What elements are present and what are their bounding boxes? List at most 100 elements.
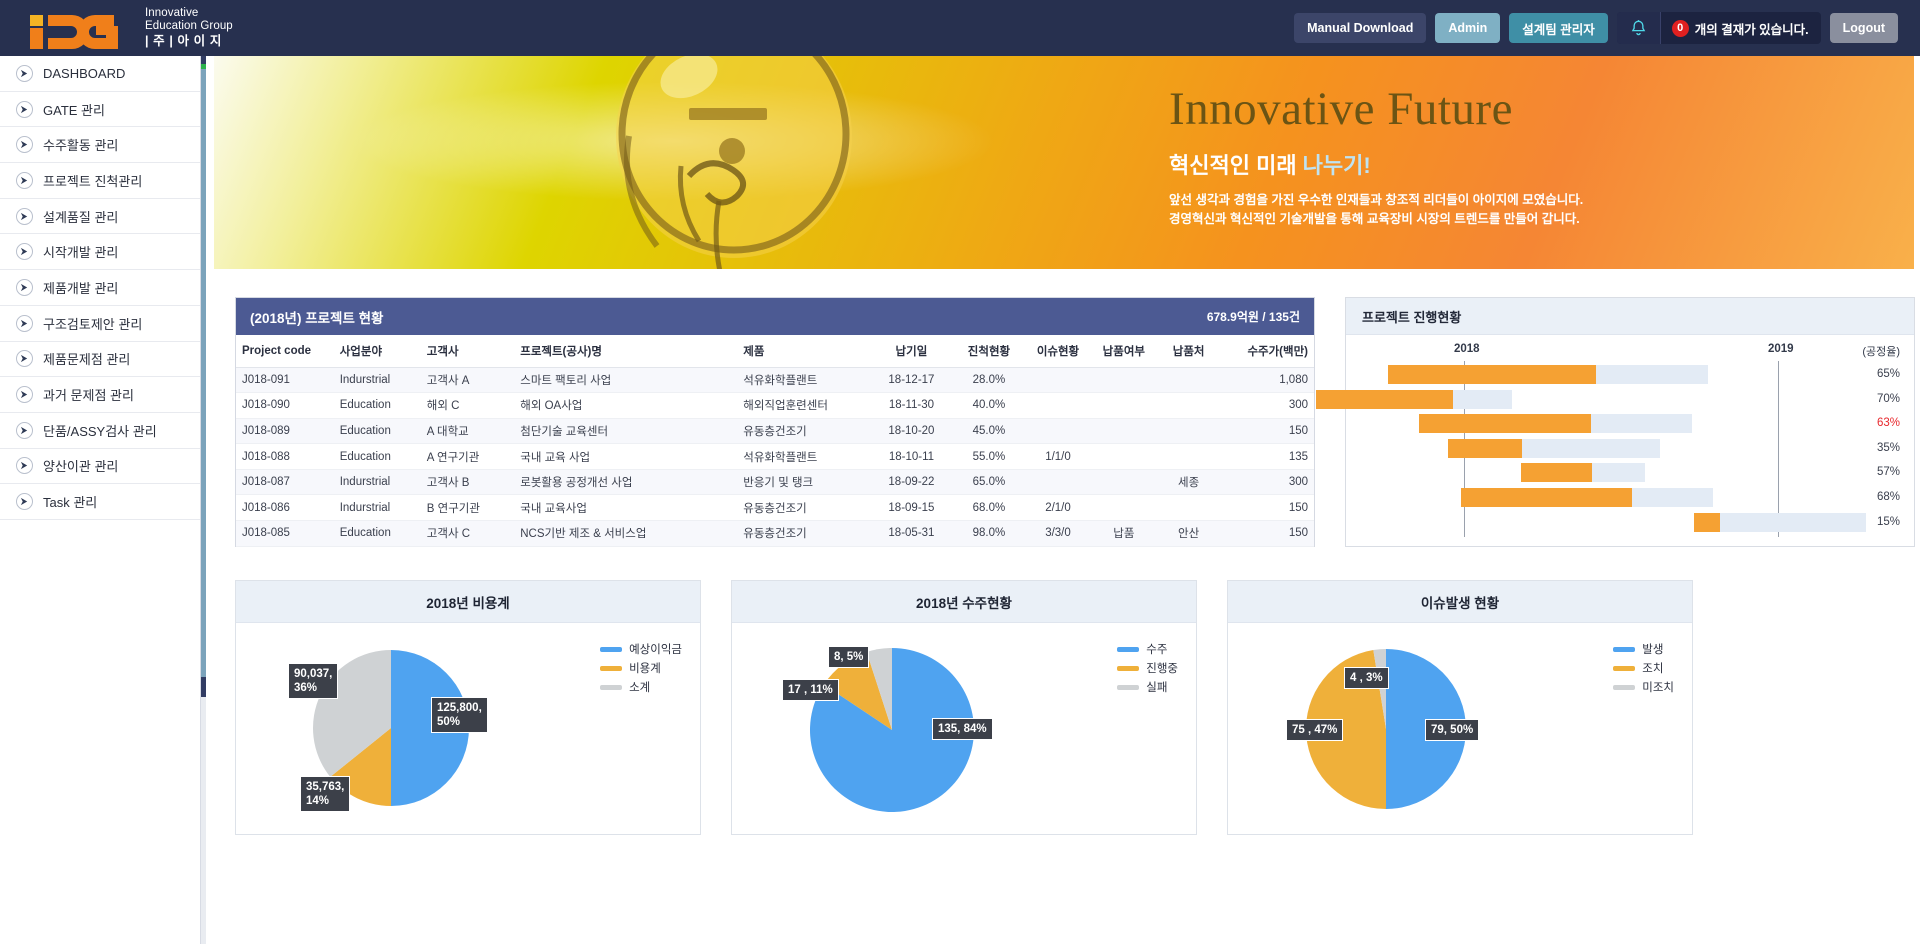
legend-label: 미조치 xyxy=(1642,682,1674,694)
notification-area[interactable]: 0 개의 결재가 있습니다. xyxy=(1616,12,1821,44)
gantt-card-title: 프로젝트 진행현황 xyxy=(1362,309,1462,325)
pie-data-label-1: 79, 50% xyxy=(1425,719,1480,742)
cost-pie-card: 2018년 비용계 125,800, 50% 35,763, 14% 90,037,… xyxy=(235,580,701,835)
chevron-right-icon xyxy=(16,100,33,118)
table-row[interactable]: J018-090 Education 해외 C 해외 OA사업 해외직업훈련센터 18-1… xyxy=(236,392,1314,419)
legend-item-1[interactable]: 예상이익금 xyxy=(600,641,682,657)
legend-swatch-icon xyxy=(1117,665,1140,671)
legend-item-1[interactable]: 발생 xyxy=(1613,641,1674,657)
sidebar-item-13[interactable]: Task 관리 xyxy=(0,484,200,520)
cell-issue[interactable] xyxy=(1025,367,1091,394)
gantt-bar-5[interactable] xyxy=(1521,463,1645,483)
pie-data-label-2: 35,763, 14% xyxy=(300,776,351,813)
gantt-bar-2[interactable] xyxy=(1316,389,1512,409)
sidebar-item-6[interactable]: 시작개발 관리 xyxy=(0,234,200,271)
cell-progress[interactable]: 40.0% xyxy=(952,392,1026,419)
banner-text-block: Innovative Future 혁신적인 미래 나누기! 앞선 생각과 경험… xyxy=(1169,82,1583,230)
admin-button[interactable]: Admin xyxy=(1435,13,1501,43)
cell-client: B 연구기관 xyxy=(420,494,515,522)
project-col-8: 이슈현황 xyxy=(1025,335,1091,368)
legend-item-2[interactable]: 진행중 xyxy=(1117,660,1178,676)
sidebar-item-9[interactable]: 제품문제점 관리 xyxy=(0,342,200,378)
cell-issue[interactable]: 2/1/0 xyxy=(1025,494,1091,522)
pie-svg xyxy=(1306,649,1466,809)
gantt-bar-fill xyxy=(1448,438,1523,458)
legend-item-2[interactable]: 비용계 xyxy=(600,660,682,676)
hero-banner: Innovative Future 혁신적인 미래 나누기! 앞선 생각과 경험… xyxy=(214,56,1914,269)
team-manager-button[interactable]: 설계팀 관리자 xyxy=(1509,13,1608,43)
cost-pie-title: 2018년 비용계 xyxy=(426,595,510,611)
manual-download-button[interactable]: Manual Download xyxy=(1294,13,1427,43)
chevron-right-icon xyxy=(16,171,33,189)
pie-slice-2[interactable] xyxy=(1306,650,1386,809)
sidebar-scrollbar[interactable] xyxy=(201,56,206,944)
sidebar-item-3[interactable]: 수주활동 관리 xyxy=(0,127,200,164)
gantt-bar-6[interactable] xyxy=(1461,488,1713,507)
cell-issue[interactable] xyxy=(1025,469,1091,496)
gantt-chart: 2018 2019 (공정율) 65% 70% 63% 35% 57% 68% 15% xyxy=(1316,335,1914,547)
pie-slice-2[interactable] xyxy=(823,652,892,730)
sidebar-item-2[interactable]: GATE 관리 xyxy=(0,92,200,128)
cell-progress[interactable]: 65.0% xyxy=(952,469,1026,496)
sidebar-item-8[interactable]: 구조검토제안 관리 xyxy=(0,306,200,342)
project-table-body: J018-091 Indurstrial 고객사 A 스마트 팩토리 사업 석유화학플랜… xyxy=(236,367,1314,547)
logo[interactable]: Innovative Education Group | 주 | 아 이 지 xyxy=(28,7,233,50)
table-row[interactable]: J018-091 Indurstrial 고객사 A 스마트 팩토리 사업 석유화학플랜… xyxy=(236,367,1314,394)
sidebar-item-12[interactable]: 양산이관 관리 xyxy=(0,449,200,485)
scrollbar-marker xyxy=(201,64,206,69)
cell-field: Indurstrial xyxy=(333,469,421,496)
legend-item-3[interactable]: 소계 xyxy=(600,679,682,695)
table-row[interactable]: J018-088 Education A 연구기관 국내 교육 사업 석유화학플랜트 18… xyxy=(236,443,1314,470)
pie-data-label-1: 135, 84% xyxy=(932,718,993,741)
table-row[interactable]: J018-087 Indurstrial 고객사 B 로봇활용 공정개선 사업 반응기 … xyxy=(236,469,1314,496)
logout-button[interactable]: Logout xyxy=(1829,13,1898,43)
pie-slice-1[interactable] xyxy=(391,650,469,806)
cell-issue[interactable]: 1/1/0 xyxy=(1025,443,1091,470)
bell-icon[interactable] xyxy=(1616,12,1661,44)
sidebar-item-1[interactable]: DASHBOARD xyxy=(0,56,200,92)
sidebar-item-5[interactable]: 설계품질 관리 xyxy=(0,199,200,235)
scrollbar-thumb[interactable] xyxy=(201,69,206,677)
chevron-right-icon xyxy=(16,350,33,368)
cell-issue[interactable]: 3/3/0 xyxy=(1025,520,1091,547)
sidebar-item-7[interactable]: 제품개발 관리 xyxy=(0,270,200,306)
legend-item-1[interactable]: 수주 xyxy=(1117,641,1178,657)
gantt-bar-fill xyxy=(1461,488,1633,507)
cell-issue[interactable] xyxy=(1025,392,1091,419)
sidebar-item-10[interactable]: 과거 문제점 관리 xyxy=(0,377,200,413)
table-row[interactable]: J018-089 Education A 대학교 첨단기술 교육센터 유동층건조기 18-… xyxy=(236,418,1314,445)
gantt-bar-fill xyxy=(1419,414,1591,434)
pie-slice-3[interactable] xyxy=(866,648,892,730)
gantt-percent-1: 65% xyxy=(1876,368,1900,380)
legend-item-3[interactable]: 미조치 xyxy=(1613,679,1674,695)
sidebar-item-4[interactable]: 프로젝트 진척관리 xyxy=(0,163,200,199)
cell-name: 국내 교육사업 xyxy=(514,494,738,522)
banner-paragraph: 앞선 생각과 경험을 가진 우수한 인재들과 창조적 리더들이 아이지에 모였습… xyxy=(1169,191,1583,230)
gantt-bar-1[interactable] xyxy=(1388,365,1708,384)
cell-code: J018-089 xyxy=(236,418,334,445)
gantt-bar-7[interactable] xyxy=(1694,512,1866,532)
cell-product: 석유화학플랜트 xyxy=(737,367,871,394)
gantt-bar-3[interactable] xyxy=(1419,414,1692,434)
chevron-right-icon xyxy=(16,207,33,225)
cell-client: 해외 C xyxy=(420,392,515,419)
project-card-header: (2018년) 프로젝트 현황 678.9억원 / 135건 xyxy=(236,298,1314,335)
table-row[interactable]: J018-086 Indurstrial B 연구기관 국내 교육사업 유동층건조기 18… xyxy=(236,494,1314,522)
cell-progress[interactable]: 28.0% xyxy=(952,367,1026,394)
cell-due: 18-12-17 xyxy=(870,367,953,394)
legend-swatch-icon xyxy=(1117,684,1140,690)
cell-progress[interactable]: 55.0% xyxy=(952,443,1026,470)
gantt-bar-4[interactable] xyxy=(1448,438,1660,458)
legend-item-2[interactable]: 조치 xyxy=(1613,660,1674,676)
cost-pie-body: 125,800, 50% 35,763, 14% 90,037, 36% 예상이익금 비… xyxy=(236,623,700,834)
legend-item-3[interactable]: 실패 xyxy=(1117,679,1178,695)
sidebar-item-11[interactable]: 단품/ASSY검사 관리 xyxy=(0,413,200,449)
cell-progress[interactable]: 98.0% xyxy=(952,520,1026,547)
table-row[interactable]: J018-085 Education 고객사 C NCS기반 제조 & 서비스업 유동층… xyxy=(236,520,1314,547)
cell-issue[interactable] xyxy=(1025,418,1091,445)
cell-progress[interactable]: 45.0% xyxy=(952,418,1026,445)
pie-data-label-2: 75 , 47% xyxy=(1286,719,1344,742)
cell-progress[interactable]: 68.0% xyxy=(952,494,1026,522)
